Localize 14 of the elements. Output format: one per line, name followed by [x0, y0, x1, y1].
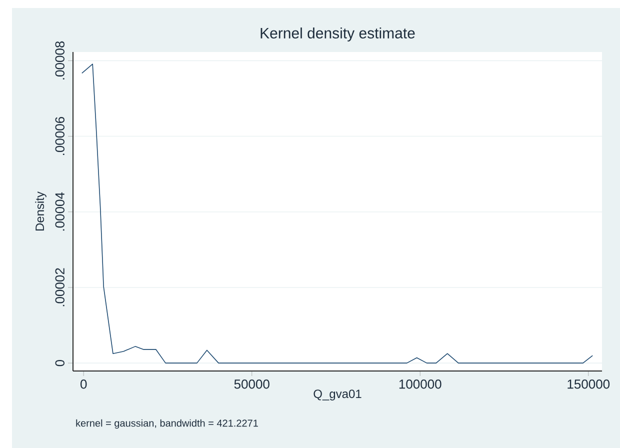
y-tick-label: .00006: [55, 116, 64, 155]
x-tick-label: 50000: [234, 380, 270, 389]
text: kernel = gaussian, bandwidth = 421.2271: [76, 419, 258, 429]
x-tick-label: 0: [80, 380, 87, 389]
y-tick-label: .00002: [55, 268, 64, 306]
y-tick-label: 0: [55, 360, 64, 366]
y-tick-label: .00004: [55, 192, 64, 231]
x-tick-label: 150000: [568, 380, 610, 389]
y-axis-title: Density: [35, 192, 46, 231]
y-tick-label: .00008: [55, 41, 64, 80]
line-series: [82, 64, 593, 364]
chart-title: Kernel density estimate: [260, 27, 415, 42]
x-axis-title: Q_gva01: [314, 390, 362, 400]
x-tick-label: 100000: [399, 380, 442, 389]
